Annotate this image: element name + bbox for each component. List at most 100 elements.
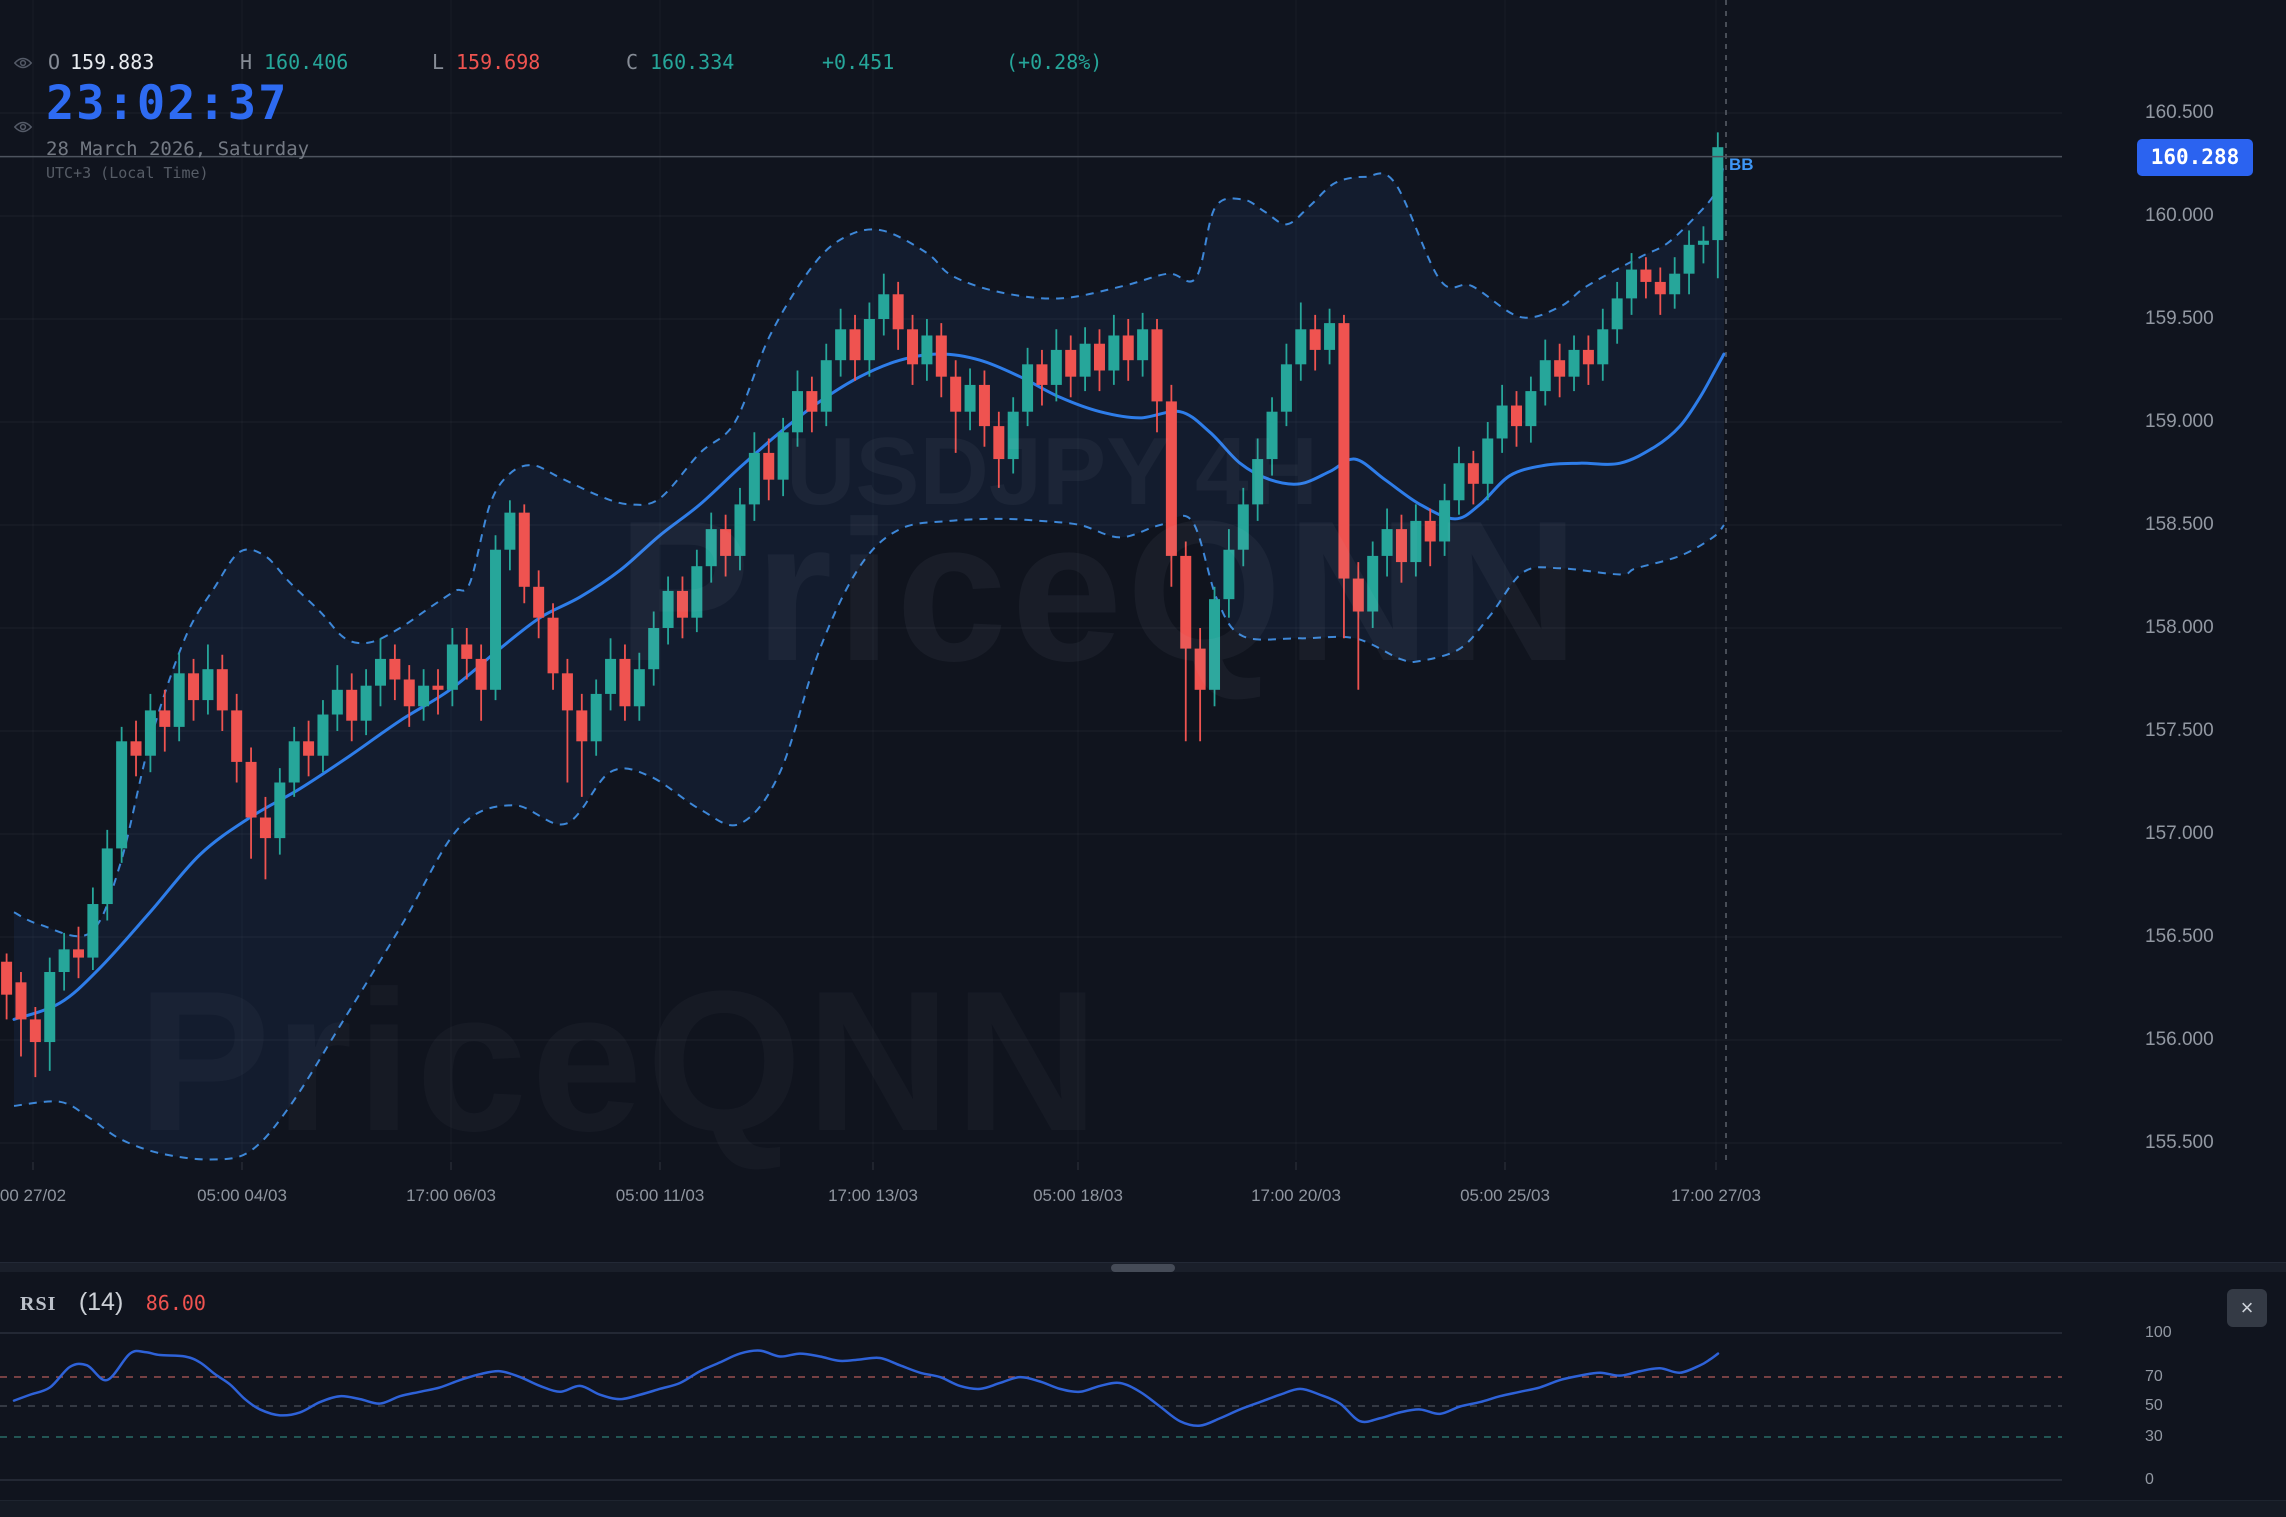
candle-body <box>245 761 257 818</box>
rsi-axis-label: 70 <box>2145 1368 2163 1385</box>
candle-body <box>432 685 444 690</box>
candle-body <box>1237 504 1249 550</box>
rsi-axis-label: 50 <box>2145 1397 2163 1414</box>
timezone-label: UTC+3 (Local Time) <box>46 164 209 182</box>
candle-body <box>1669 273 1681 295</box>
candle-body <box>605 658 617 694</box>
eye-icon[interactable] <box>14 56 32 70</box>
candle-body <box>116 741 128 849</box>
time-axis-label: 17:00 27/03 <box>1671 1186 1761 1205</box>
time-tick <box>659 1162 661 1170</box>
candle-body <box>1324 323 1336 350</box>
bollinger-fill <box>14 164 1724 1160</box>
candle-body <box>58 949 70 973</box>
candle-body <box>691 566 703 618</box>
candle-body <box>1381 529 1393 556</box>
candle-body <box>1280 364 1292 412</box>
candle-body <box>1079 343 1091 377</box>
pane-resize-handle[interactable] <box>1111 1264 1175 1272</box>
candle-body <box>1395 529 1407 563</box>
price-axis-label: 159.500 <box>2145 308 2214 329</box>
candle-body <box>44 972 56 1043</box>
candle-body <box>763 452 775 480</box>
time-axis-label: 17:00 13/03 <box>828 1186 918 1205</box>
price-axis-label: 157.000 <box>2145 823 2214 844</box>
candle-body <box>317 714 329 756</box>
rsi-axis-label: 100 <box>2145 1324 2172 1341</box>
candle-body <box>950 376 962 412</box>
candle-body <box>1482 438 1494 484</box>
candle-body <box>935 335 947 377</box>
candle-body <box>216 669 228 711</box>
time-tick <box>32 1162 34 1170</box>
candle-body <box>1424 520 1436 542</box>
open-value: 159.883 <box>70 50 155 74</box>
bollinger-middle-line <box>12 352 1726 1021</box>
time-tick <box>450 1162 452 1170</box>
candle-body <box>73 949 84 958</box>
candle-body <box>633 669 645 707</box>
candle-body <box>1338 323 1350 579</box>
close-label: C <box>626 50 639 74</box>
price-axis-label: 158.000 <box>2145 617 2214 638</box>
candle-body <box>130 741 142 756</box>
candle-body <box>863 319 875 361</box>
candle-body <box>1309 329 1321 350</box>
candle-body <box>1367 555 1379 612</box>
candle-body <box>418 685 430 707</box>
candle-body <box>1151 329 1163 402</box>
candle-body <box>849 329 861 361</box>
candle-body <box>346 689 358 721</box>
time-axis-label: 17:00 06/03 <box>406 1186 496 1205</box>
eye-icon[interactable] <box>14 120 32 134</box>
candle-body <box>87 904 99 958</box>
candle-body <box>303 741 315 756</box>
candle-body <box>1496 405 1508 439</box>
rsi-axis-label: 30 <box>2145 1428 2163 1445</box>
rsi-value: 86.00 <box>145 1291 206 1315</box>
candle-body <box>676 590 688 618</box>
candle-body <box>288 741 300 783</box>
price-axis-label: 160.500 <box>2145 102 2214 123</box>
candle-body <box>576 710 588 742</box>
bollinger-upper-band <box>13 164 1725 938</box>
high-label: H <box>240 50 253 74</box>
candle-body <box>259 817 271 839</box>
candle-body <box>1568 349 1580 377</box>
candle-body <box>662 590 674 628</box>
candle-body <box>446 644 458 690</box>
candle-body <box>533 586 545 618</box>
price-axis-label: 159.000 <box>2145 411 2214 432</box>
candle-body <box>806 391 818 412</box>
candle-body <box>1295 329 1307 365</box>
candle-body <box>1467 463 1479 484</box>
candle-body <box>1439 500 1451 542</box>
candle-body <box>1194 648 1206 690</box>
candle-body <box>188 673 200 701</box>
candle-body <box>1683 244 1695 274</box>
candle-body <box>1453 463 1465 501</box>
candle-body <box>892 294 904 330</box>
candle-body <box>360 685 372 721</box>
candle-body <box>748 452 760 505</box>
low-label: L <box>432 50 445 74</box>
candle-body <box>547 617 559 674</box>
candle-body <box>1626 269 1638 299</box>
candle-body <box>820 360 832 412</box>
candle-body <box>1712 147 1724 241</box>
candle-body <box>1209 599 1221 690</box>
candle-body <box>403 679 415 707</box>
time-tick <box>241 1162 243 1170</box>
candle-body <box>907 329 919 365</box>
price-axis-label: 155.500 <box>2145 1132 2214 1153</box>
candle-body <box>777 432 789 480</box>
rsi-axis-label: 0 <box>2145 1471 2154 1488</box>
price-axis-label: 157.500 <box>2145 720 2214 741</box>
candle-body <box>1223 549 1235 600</box>
change-value: +0.451 <box>822 50 895 74</box>
candle-body <box>1 961 13 995</box>
rsi-close-button[interactable]: × <box>2227 1289 2267 1327</box>
candle-body <box>1036 364 1048 385</box>
